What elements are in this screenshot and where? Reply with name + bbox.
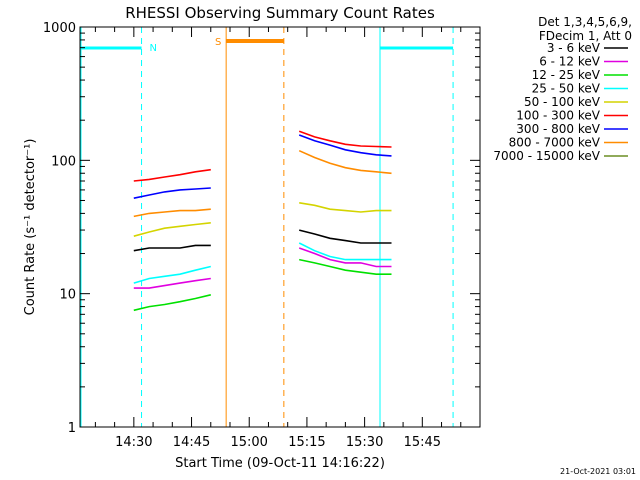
- series-line-7-0: [133, 208, 211, 218]
- legend-label: 800 - 7000 keV: [509, 136, 601, 150]
- x-tick-label: 14:45: [173, 435, 210, 450]
- y-tick-label: 100: [51, 154, 76, 169]
- series-line-4-0: [133, 222, 211, 237]
- y-axis: 1 10 100 1000: [43, 21, 480, 436]
- series-line-0-0: [133, 244, 211, 252]
- x-axis: 14:30 14:45 15:00 15:15 15:30 15:45: [94, 27, 462, 450]
- legend-label: 7000 - 15000 keV: [493, 149, 600, 163]
- y-axis-label: Count Rate (s⁻¹ detector⁻¹): [23, 139, 38, 316]
- legend-label: 50 - 100 keV: [524, 95, 601, 109]
- x-tick-label: 15:45: [404, 435, 441, 450]
- x-tick-label: 15:00: [230, 435, 267, 450]
- series-line-6-0: [133, 187, 211, 199]
- flag-bars: NS: [80, 37, 454, 54]
- flag-label-N: N: [150, 43, 157, 54]
- series-line-2-0: [133, 294, 211, 312]
- legend-label: 300 - 800 keV: [516, 122, 600, 136]
- x-axis-label: Start Time (09-Oct-11 14:16:22): [175, 456, 385, 471]
- legend: Det 1,3,4,5,6,9, FDecim 1, Att 0 3 - 6 k…: [493, 15, 632, 163]
- series-line-2-1: [299, 258, 392, 276]
- series-line-4-1: [299, 202, 392, 213]
- legend-title-1: Det 1,3,4,5,6,9,: [538, 15, 632, 29]
- series-line-1-0: [133, 277, 211, 289]
- legend-label: 25 - 50 keV: [532, 82, 601, 96]
- legend-label: 3 - 6 keV: [547, 41, 601, 55]
- y-tick-label: 10: [59, 288, 76, 303]
- legend-label: 100 - 300 keV: [516, 109, 600, 123]
- plot-frame: [79, 26, 481, 428]
- series-line-7-1: [298, 149, 392, 175]
- legend-label: 12 - 25 keV: [532, 68, 601, 82]
- plot-series: [133, 130, 392, 312]
- x-tick-label: 15:30: [346, 435, 383, 450]
- flag-label-S: S: [215, 37, 221, 48]
- x-tick-label: 14:30: [115, 435, 152, 450]
- series-line-0-1: [299, 229, 392, 244]
- series-line-6-1: [298, 134, 392, 157]
- legend-title-2: FDecim 1, Att 0: [539, 29, 632, 43]
- y-tick-label: 1000: [43, 21, 76, 36]
- series-line-1-1: [298, 247, 392, 268]
- chart-title: RHESSI Observing Summary Count Rates: [125, 4, 435, 22]
- series-line-5-1: [298, 130, 392, 148]
- timestamp: 21-Oct-2021 03:01: [560, 467, 636, 476]
- period-lines: [80, 27, 454, 427]
- series-line-3-1: [298, 242, 392, 261]
- y-tick-label: 1: [68, 421, 76, 436]
- series-line-3-0: [133, 265, 211, 284]
- series-line-5-0: [133, 168, 211, 182]
- x-tick-label: 15:15: [288, 435, 325, 450]
- legend-label: 6 - 12 keV: [539, 55, 601, 69]
